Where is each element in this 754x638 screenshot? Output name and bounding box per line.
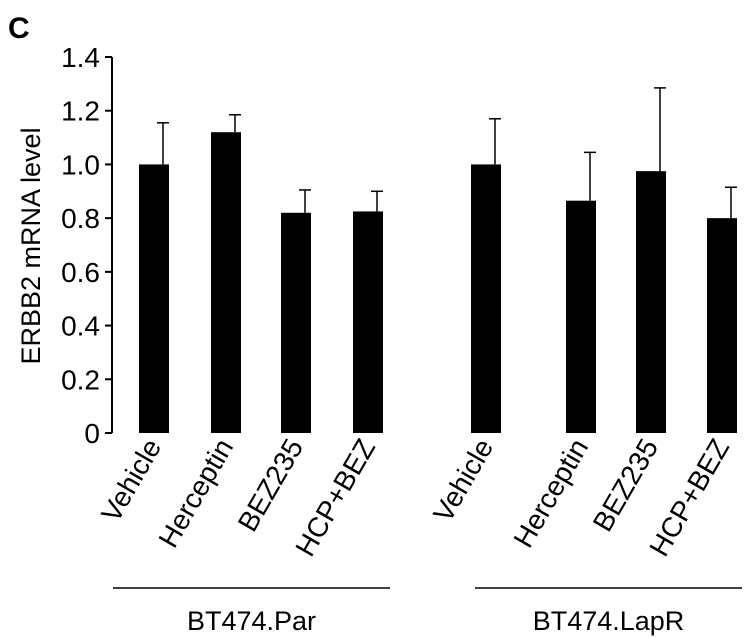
y-tick-label: 1.2 — [61, 96, 100, 127]
x-tick-label: BEZ235 — [587, 434, 664, 537]
bar — [566, 200, 596, 433]
y-tick-label: 0 — [84, 418, 100, 449]
x-tick-label: Vehicle — [95, 434, 167, 528]
y-tick-label: 1.4 — [61, 42, 100, 73]
y-tick-label: 0.4 — [61, 311, 100, 342]
group-label: BT474.Par — [187, 606, 316, 636]
bars — [139, 132, 737, 433]
y-tick-label: 1.0 — [61, 149, 100, 180]
y-axis-label: ERBB2 mRNA level — [16, 127, 46, 364]
x-tick-label: Vehicle — [427, 434, 499, 528]
y-tick-label: 0.2 — [61, 364, 100, 395]
y-tick-label: 0.8 — [61, 203, 100, 234]
x-tick-label: BEZ235 — [232, 434, 309, 537]
panel-label: C — [8, 12, 30, 45]
bar — [211, 132, 241, 433]
bar — [139, 164, 169, 433]
bar — [471, 164, 501, 433]
bar — [353, 211, 383, 433]
group-brackets: BT474.Par BT474.LapR — [113, 587, 742, 636]
x-tick-label: Herceptin — [507, 434, 594, 553]
error-bars — [157, 87, 737, 219]
group-label: BT474.LapR — [533, 606, 685, 636]
bar — [707, 218, 737, 433]
y-tick-label: 0.6 — [61, 257, 100, 288]
bar — [281, 212, 311, 433]
bar — [636, 171, 666, 433]
y-axis: 0 0.2 0.4 0.6 0.8 1.0 1.2 1.4 — [61, 42, 113, 449]
